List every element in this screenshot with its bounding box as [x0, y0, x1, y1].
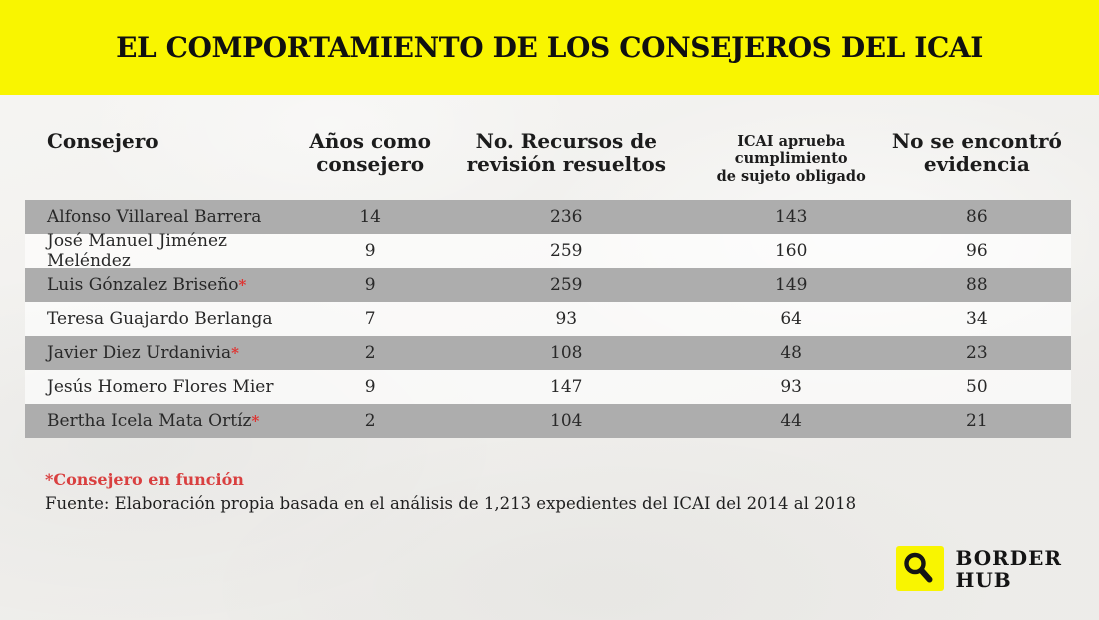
cell-aprueba: 149	[774, 275, 808, 295]
cell-anos: 9	[364, 377, 376, 397]
cell-aprueba: 160	[774, 241, 808, 261]
cell-evidencia: 86	[966, 207, 988, 227]
magnifier-icon	[896, 546, 945, 591]
cell-anos: 9	[364, 275, 376, 295]
consejero-name: Bertha Icela Mata Ortíz	[47, 411, 252, 431]
table-row: Jesús Homero Flores Mier 9 147 93 50	[25, 370, 1071, 404]
consejero-name: Javier Diez Urdanivia	[47, 343, 232, 363]
cell-recursos: 104	[550, 411, 583, 431]
table-row: Javier Diez Urdanivia* 2 108 48 23	[25, 336, 1071, 370]
column-header-anos: Años como consejero	[309, 129, 431, 176]
cell-recursos: 147	[550, 377, 583, 397]
cell-recursos: 259	[550, 275, 583, 295]
cell-anos: 14	[359, 207, 381, 227]
logo-line1: BORDER	[955, 545, 1062, 570]
cell-consejero: Teresa Guajardo Berlanga	[25, 309, 307, 329]
logo-line2: HUB	[955, 567, 1012, 592]
column-header-evidencia: No se encontró evidencia	[891, 129, 1062, 176]
table-row: Bertha Icela Mata Ortíz* 2 104 44 21	[25, 404, 1071, 438]
title-banner: EL COMPORTAMIENTO DE LOS CONSEJEROS DEL …	[0, 0, 1099, 95]
cell-evidencia: 50	[966, 377, 988, 397]
cell-evidencia: 21	[966, 411, 988, 431]
column-header-consejero: Consejero	[47, 129, 159, 153]
table-row: Alfonso Villareal Barrera 14 236 143 86	[25, 200, 1071, 234]
cell-consejero: Bertha Icela Mata Ortíz*	[25, 411, 307, 431]
cell-consejero: Alfonso Villareal Barrera	[25, 207, 307, 227]
consejeros-table: Consejero Años como consejero No. Recurs…	[25, 95, 1071, 438]
consejero-name: Luis Gónzalez Briseño	[47, 275, 239, 295]
logo-wordmark: BORDER HUB	[955, 547, 1062, 591]
cell-anos: 2	[364, 343, 376, 363]
cell-evidencia: 88	[966, 275, 988, 295]
cell-aprueba: 44	[780, 411, 802, 431]
cell-aprueba: 64	[780, 309, 802, 329]
cell-recursos: 236	[550, 207, 583, 227]
cell-evidencia: 34	[966, 309, 988, 329]
column-header-aprueba: ICAI aprueba cumplimiento de sujeto obli…	[716, 133, 866, 185]
consejero-name: Teresa Guajardo Berlanga	[47, 309, 273, 329]
table-row: Teresa Guajardo Berlanga 7 93 64 34	[25, 302, 1071, 336]
cell-aprueba: 143	[774, 207, 808, 227]
cell-evidencia: 23	[966, 343, 988, 363]
cell-consejero: José Manuel Jiménez Meléndez	[25, 231, 307, 271]
footnote-asterisk: *Consejero en función	[45, 470, 244, 489]
cell-evidencia: 96	[966, 241, 988, 261]
table-row: Luis Gónzalez Briseño* 9 259 149 88	[25, 268, 1071, 302]
borderhub-logo: BORDER HUB	[896, 546, 1062, 591]
cell-anos: 2	[364, 411, 376, 431]
footnote-source: Fuente: Elaboración propia basada en el …	[45, 494, 857, 513]
consejero-name: Alfonso Villareal Barrera	[47, 207, 262, 227]
consejero-name: Jesús Homero Flores Mier	[47, 377, 274, 397]
cell-recursos: 108	[550, 343, 583, 363]
asterisk-mark: *	[251, 412, 260, 430]
table-header-row: Consejero Años como consejero No. Recurs…	[25, 95, 1071, 200]
cell-aprueba: 93	[780, 377, 802, 397]
cell-anos: 9	[364, 241, 376, 261]
cell-consejero: Javier Diez Urdanivia*	[25, 343, 307, 363]
page-title: EL COMPORTAMIENTO DE LOS CONSEJEROS DEL …	[116, 31, 983, 64]
asterisk-mark: *	[238, 276, 247, 294]
column-header-recursos: No. Recursos de revisión resueltos	[466, 129, 666, 176]
cell-anos: 7	[364, 309, 376, 329]
cell-consejero: Jesús Homero Flores Mier	[25, 377, 307, 397]
cell-recursos: 93	[555, 309, 578, 329]
table-row: José Manuel Jiménez Meléndez 9 259 160 9…	[25, 231, 1071, 271]
asterisk-mark: *	[231, 344, 239, 362]
consejero-name: José Manuel Jiménez Meléndez	[47, 231, 227, 271]
footnotes: *Consejero en función Fuente: Elaboració…	[45, 470, 1099, 513]
cell-consejero: Luis Gónzalez Briseño*	[25, 275, 307, 295]
cell-recursos: 259	[550, 241, 583, 261]
cell-aprueba: 48	[780, 343, 802, 363]
